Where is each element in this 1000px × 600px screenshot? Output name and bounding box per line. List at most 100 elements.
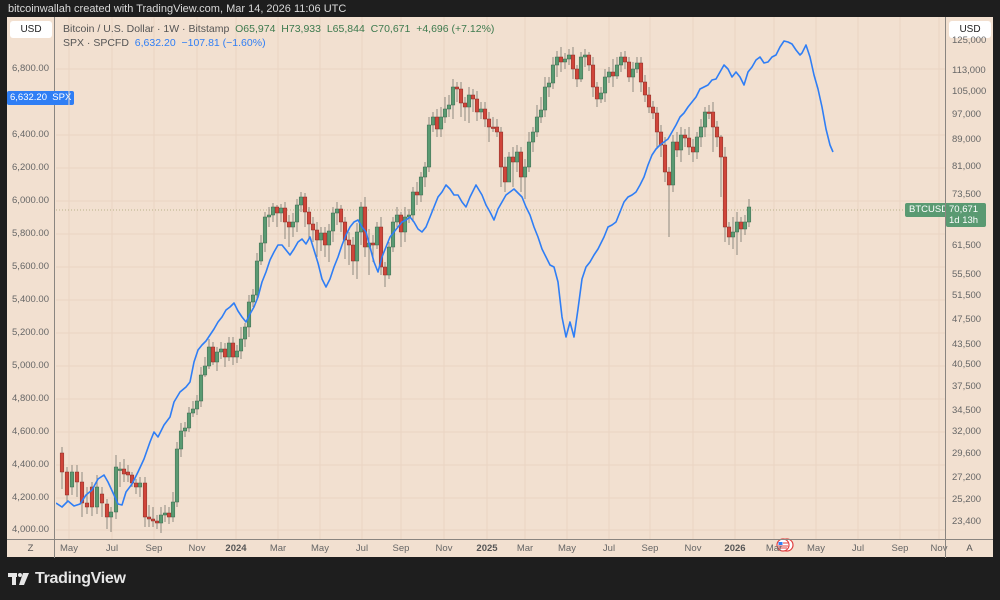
candle-body bbox=[394, 214, 400, 223]
spx-series-title[interactable]: SPX · SPCFD bbox=[63, 37, 129, 49]
candle-body bbox=[274, 206, 280, 214]
spx-badge-symbol: SPX bbox=[52, 92, 72, 103]
candle-body bbox=[214, 351, 220, 363]
candle-body bbox=[470, 94, 476, 100]
candle-body bbox=[570, 54, 576, 70]
right-axis-tick: 43,500 bbox=[952, 339, 982, 350]
candle-body bbox=[133, 482, 139, 488]
candle-body bbox=[370, 242, 376, 246]
candle-body bbox=[558, 56, 564, 63]
candle-body bbox=[99, 493, 105, 504]
time-axis-tick: Nov bbox=[684, 543, 702, 554]
chart-canvas[interactable] bbox=[55, 17, 945, 539]
time-axis-tick: Jul bbox=[851, 543, 865, 554]
time-axis-tick: Mar bbox=[516, 543, 534, 554]
candle-body bbox=[434, 116, 440, 130]
candle-body bbox=[378, 226, 384, 268]
candle-body bbox=[234, 350, 240, 358]
candle-body bbox=[270, 206, 276, 216]
candle-body bbox=[170, 501, 176, 518]
candle-body bbox=[722, 156, 728, 228]
tradingview-logo-icon bbox=[8, 573, 29, 585]
candle-body bbox=[202, 365, 208, 376]
time-axis-tick: Jul bbox=[105, 543, 119, 554]
candle-body bbox=[314, 229, 320, 241]
candle-body bbox=[578, 56, 584, 80]
candle-body bbox=[298, 196, 304, 206]
candle-body bbox=[730, 231, 736, 238]
candle-body bbox=[350, 244, 356, 262]
candle-body bbox=[210, 346, 216, 363]
candle-body bbox=[734, 221, 740, 233]
plot-area[interactable] bbox=[55, 17, 945, 539]
tradingview-logo[interactable]: TradingView bbox=[8, 570, 126, 588]
left-price-axis[interactable]: USD 6,800.00 6,400.00 6,200.00 6,000.00 5,80… bbox=[7, 17, 75, 539]
candle-body bbox=[162, 512, 168, 516]
right-currency-button[interactable]: USD bbox=[949, 21, 991, 38]
candle-body bbox=[538, 109, 544, 118]
time-axis-tick: 2026 bbox=[724, 543, 746, 554]
candle-body bbox=[678, 134, 684, 151]
candle-body bbox=[606, 71, 612, 78]
candle-body bbox=[222, 348, 228, 358]
candle-body bbox=[686, 137, 692, 148]
candle-body bbox=[642, 81, 648, 96]
time-axis-tick: Sep bbox=[392, 543, 410, 554]
candle-body bbox=[598, 92, 604, 100]
left-axis-tick: 4,000.00 bbox=[12, 524, 49, 535]
left-axis-tick: 5,000.00 bbox=[12, 360, 49, 371]
left-axis-tick: 6,400.00 bbox=[12, 129, 49, 140]
auto-scale-button[interactable]: A bbox=[945, 540, 993, 558]
left-axis-tick: 6,000.00 bbox=[12, 195, 49, 206]
left-currency-button[interactable]: USD bbox=[10, 21, 52, 38]
candle-body bbox=[154, 520, 160, 524]
candle-body bbox=[59, 452, 65, 473]
candle-body bbox=[266, 214, 272, 218]
candle-body bbox=[522, 166, 528, 178]
candle-body bbox=[646, 94, 652, 108]
candle-body bbox=[566, 54, 572, 60]
candle-body bbox=[718, 136, 724, 158]
candle-body bbox=[666, 171, 672, 186]
right-axis-tick: 47,500 bbox=[952, 314, 982, 325]
candle-body bbox=[254, 260, 260, 296]
candle-body bbox=[738, 221, 744, 230]
left-axis-tick: 5,200.00 bbox=[12, 327, 49, 338]
candle-body bbox=[125, 471, 131, 476]
btc-low: L65,844 bbox=[326, 23, 365, 35]
candle-body bbox=[108, 511, 114, 518]
candle-body bbox=[726, 226, 732, 238]
candle-body bbox=[186, 412, 192, 429]
candle-body bbox=[362, 206, 368, 248]
btc-series-title[interactable]: Bitcoin / U.S. Dollar · 1W · Bitstamp bbox=[63, 23, 230, 35]
left-axis-tick: 4,600.00 bbox=[12, 426, 49, 437]
time-axis-tick: Jul bbox=[602, 543, 616, 554]
spx-legend-row: SPX · SPCFD 6,632.20 −107.81 (−1.60%) bbox=[63, 36, 494, 50]
candle-body bbox=[486, 118, 492, 128]
candle-body bbox=[206, 346, 212, 367]
candle-body bbox=[142, 482, 148, 518]
candle-body bbox=[190, 408, 196, 414]
candle-body bbox=[502, 166, 508, 183]
time-axis[interactable]: Z May Jul Sep Nov 2024 Mar May Jul Sep Nov 2025 Mar… bbox=[7, 539, 993, 558]
candle-body bbox=[174, 448, 180, 503]
time-axis-tick: May bbox=[60, 543, 78, 554]
candle-body bbox=[562, 58, 568, 63]
candle-body bbox=[121, 468, 127, 475]
candle-body bbox=[474, 98, 480, 113]
candle-body bbox=[294, 204, 300, 223]
candle-body bbox=[510, 156, 516, 163]
btc-open: O65,974 bbox=[235, 23, 276, 35]
zoom-reset-button[interactable]: Z bbox=[7, 540, 55, 558]
spx-badge-value: 6,632.20 bbox=[10, 92, 47, 103]
candle-body bbox=[610, 71, 616, 77]
candle-body bbox=[462, 102, 468, 108]
candle-body bbox=[342, 221, 348, 241]
candle-body bbox=[430, 116, 436, 126]
candle-body bbox=[358, 206, 364, 233]
time-axis-tick: 2024 bbox=[225, 543, 247, 554]
left-axis-tick: 5,800.00 bbox=[12, 228, 49, 239]
candle-body bbox=[746, 206, 752, 223]
right-axis-tick: 40,500 bbox=[952, 359, 982, 370]
right-price-axis[interactable]: USD 125,000 113,000 105,000 97,000 89,000 81,… bbox=[945, 17, 993, 539]
